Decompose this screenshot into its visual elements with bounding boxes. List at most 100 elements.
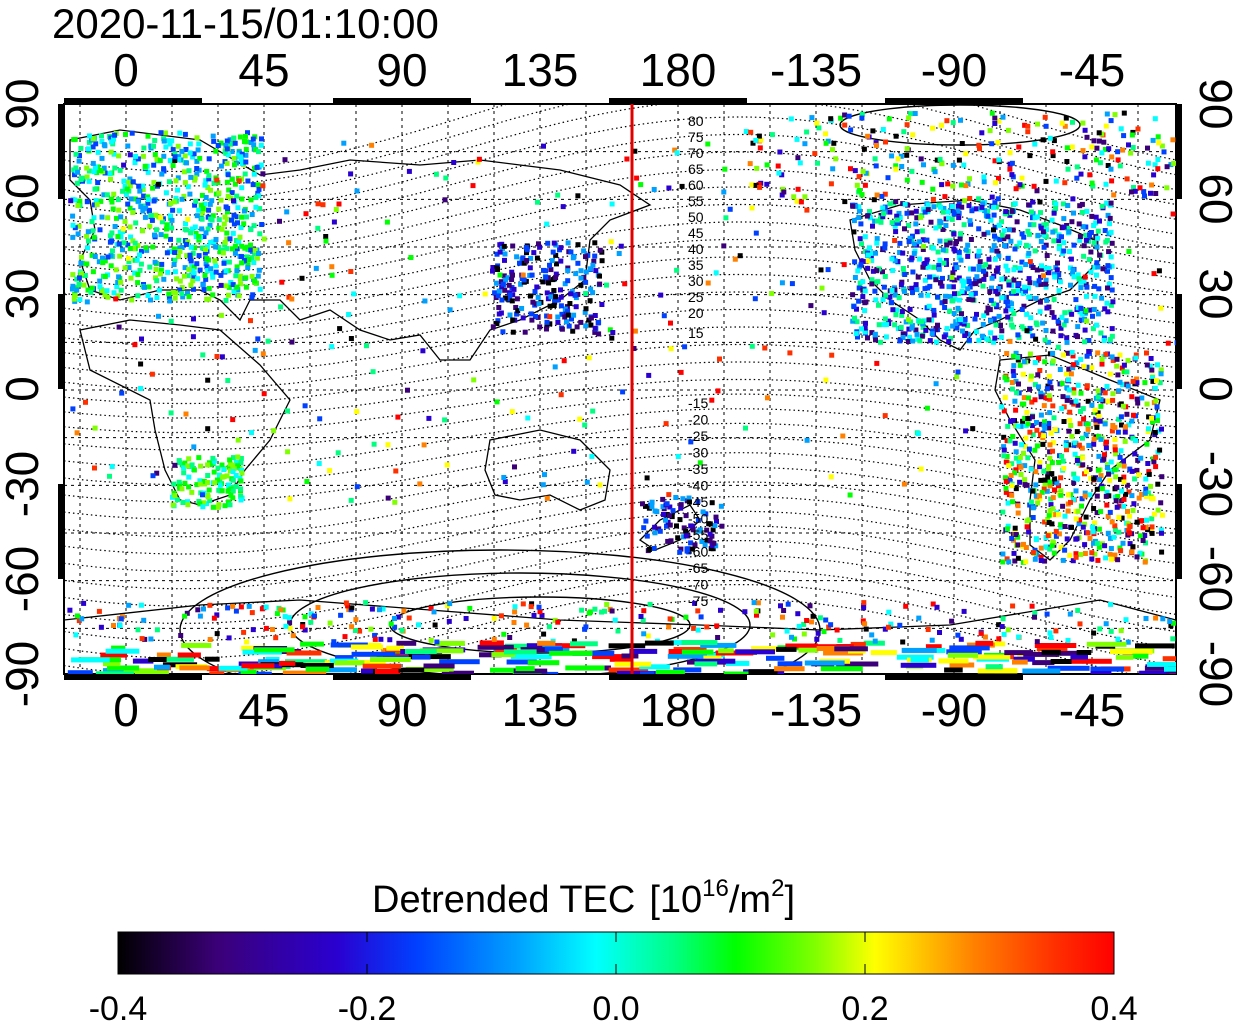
- tec-point: [135, 243, 141, 248]
- tec-point: [1032, 141, 1038, 147]
- tec-point: [1059, 120, 1065, 126]
- tec-point: [840, 433, 846, 439]
- contour-line: [64, 168, 1176, 260]
- tec-point: [70, 283, 76, 289]
- tec-point: [1105, 263, 1111, 269]
- tec-point: [578, 268, 584, 274]
- tec-point: [211, 615, 217, 621]
- tec-point: [1094, 493, 1100, 499]
- tec-point: [515, 308, 521, 314]
- tec-point: [815, 630, 821, 636]
- tec-point: [97, 227, 103, 233]
- tec-point: [904, 122, 910, 128]
- tec-point: [969, 281, 975, 287]
- tec-point: [86, 146, 91, 152]
- tec-point: [224, 179, 230, 185]
- tec-point: [238, 281, 244, 287]
- tec-point: [955, 208, 961, 214]
- tec-point: [103, 668, 124, 674]
- tec-point: [138, 386, 144, 391]
- tec-point: [541, 631, 547, 637]
- tec-point: [1051, 238, 1057, 244]
- tec-point: [408, 255, 414, 260]
- tec-point: [1079, 496, 1085, 502]
- tec-point: [859, 192, 865, 198]
- lat-tick-right: -90: [1190, 641, 1240, 707]
- tec-point: [1046, 512, 1052, 518]
- tec-point: [257, 231, 263, 237]
- tec-point: [420, 348, 426, 354]
- tec-point: [385, 495, 391, 501]
- tec-point: [166, 179, 172, 185]
- tec-point: [491, 636, 497, 642]
- tec-point: [578, 319, 584, 325]
- tec-point: [1082, 542, 1088, 548]
- tec-point: [494, 251, 500, 257]
- tec-point: [858, 262, 864, 268]
- tec-point: [1091, 240, 1097, 246]
- tec-point: [828, 116, 834, 122]
- tec-point: [1091, 630, 1097, 636]
- contour-line: [64, 510, 1176, 590]
- tec-point: [1109, 287, 1115, 293]
- tec-point: [634, 175, 640, 181]
- tec-point: [99, 155, 105, 161]
- tec-point: [968, 221, 974, 227]
- tec-point: [1033, 336, 1039, 342]
- tec-point: [1023, 651, 1060, 657]
- tec-point: [1080, 406, 1086, 412]
- tec-point: [748, 669, 778, 674]
- tec-point: [194, 213, 200, 219]
- tec-point: [898, 153, 904, 159]
- tec-point: [1030, 265, 1036, 270]
- tec-point: [1096, 544, 1102, 550]
- tec-point: [555, 314, 561, 320]
- tec-point: [880, 214, 886, 220]
- tec-point: [1127, 513, 1132, 519]
- tec-point: [205, 377, 211, 383]
- tec-point: [1038, 432, 1043, 438]
- tec-point: [1046, 393, 1052, 399]
- tec-point: [1026, 231, 1032, 237]
- tec-point: [490, 667, 517, 673]
- tec-point: [678, 546, 684, 552]
- tec-point: [1058, 544, 1064, 550]
- tec-point: [1097, 626, 1103, 632]
- contour-line: [64, 256, 1176, 332]
- tec-point: [1091, 307, 1097, 312]
- tec-point: [764, 162, 770, 168]
- tec-point: [188, 230, 194, 236]
- tec-point: [99, 133, 104, 139]
- tec-point: [1094, 486, 1100, 492]
- tec-point: [1130, 544, 1136, 550]
- tec-point: [1003, 478, 1009, 484]
- tec-point: [715, 388, 721, 394]
- tec-point: [1106, 281, 1112, 287]
- tec-point: [67, 607, 73, 613]
- tec-point: [1044, 297, 1050, 303]
- tec-point: [1046, 373, 1052, 379]
- tec-point: [221, 221, 227, 227]
- tec-point: [239, 467, 244, 473]
- tec-point: [1162, 656, 1176, 662]
- lon-tick-top: 90: [376, 44, 427, 96]
- tec-point: [949, 645, 990, 651]
- tec-point: [1084, 134, 1090, 140]
- tec-point: [151, 162, 157, 168]
- tec-point: [82, 273, 88, 278]
- tec-point: [683, 614, 689, 620]
- tec-point: [1088, 269, 1094, 275]
- tec-point: [1117, 454, 1123, 460]
- tec-point: [643, 518, 649, 524]
- tec-point: [246, 603, 252, 609]
- tec-point: [501, 273, 507, 279]
- tec-point: [703, 511, 709, 517]
- tec-point: [756, 133, 762, 139]
- tec-point: [187, 141, 193, 147]
- tec-point: [395, 614, 401, 620]
- tec-point: [1047, 508, 1053, 514]
- tec-point: [1070, 196, 1076, 202]
- tec-point: [788, 116, 794, 122]
- tec-point: [1035, 121, 1040, 127]
- tec-point: [99, 288, 105, 294]
